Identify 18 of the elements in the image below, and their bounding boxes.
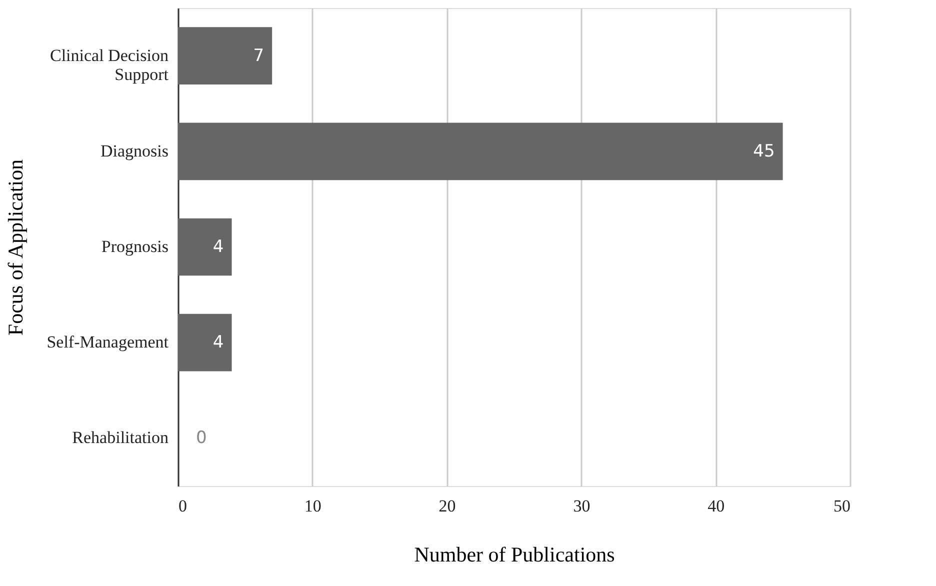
data-label: 4 xyxy=(212,332,224,353)
x-tick-label: 40 xyxy=(708,496,725,516)
y-tick-label: Rehabilitation xyxy=(72,428,169,448)
y-tick-label: Prognosis xyxy=(101,237,168,256)
data-label: 7 xyxy=(253,46,264,66)
x-tick-label: 10 xyxy=(304,496,322,516)
y-axis-title: Focus of Application xyxy=(4,158,28,336)
x-tick-label: 50 xyxy=(834,496,850,516)
y-tick-label: Clinical Decision Support xyxy=(50,46,169,84)
data-label: 4 xyxy=(212,237,224,257)
x-tick-label: 20 xyxy=(438,496,456,516)
x-tick-label: 0 xyxy=(178,496,187,516)
y-tick-label: Diagnosis xyxy=(100,141,168,160)
x-tick-label: 30 xyxy=(573,496,590,516)
data-label: 0 xyxy=(196,428,207,448)
data-label: 45 xyxy=(753,141,775,162)
x-axis-title: Number of Publications xyxy=(414,542,615,566)
y-tick-label: Self-Management xyxy=(46,332,169,352)
